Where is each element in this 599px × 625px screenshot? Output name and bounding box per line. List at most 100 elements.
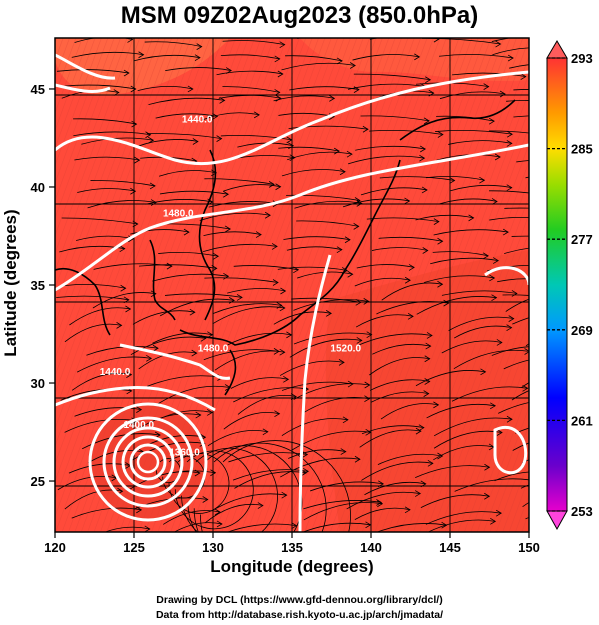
streamline — [369, 379, 430, 391]
streamline-arrow — [425, 76, 432, 84]
streamline — [138, 351, 197, 370]
streamline-arrow — [437, 452, 444, 460]
streamline-arrow — [336, 246, 343, 254]
streamline-arrow — [283, 375, 290, 383]
contour-label: 1400.0 — [123, 420, 154, 431]
streamline-arrow — [415, 427, 422, 435]
streamline — [216, 70, 283, 76]
streamline-arrow — [219, 97, 226, 104]
streamline — [285, 55, 343, 62]
streamline-arrow — [586, 116, 591, 122]
streamline-arrow — [130, 187, 137, 195]
streamline — [353, 73, 431, 81]
streamline — [144, 41, 202, 47]
streamline — [516, 160, 529, 163]
streamline — [203, 243, 278, 253]
streamline — [227, 288, 286, 294]
streamline-arrow — [502, 228, 509, 236]
credit-data: Data from http://database.rish.kyoto-u.a… — [155, 609, 444, 621]
streamline — [369, 357, 430, 376]
streamline — [60, 388, 132, 401]
streamline-arrow — [508, 315, 515, 322]
streamline-arrow — [506, 324, 513, 332]
streamline — [370, 391, 429, 403]
streamline-arrow — [123, 69, 130, 77]
streamline — [293, 299, 369, 311]
streamline — [352, 54, 420, 61]
streamline-arrow — [144, 525, 151, 532]
streamline-arrow — [216, 135, 223, 142]
streamline — [63, 84, 136, 90]
streamline — [286, 194, 361, 201]
streamline-arrow — [150, 199, 157, 206]
streamline — [520, 484, 529, 489]
y-tick-label: 45 — [31, 82, 45, 97]
streamline-arrow — [414, 53, 421, 61]
streamline-arrow — [364, 381, 371, 389]
colorbar: 293 285 277 269 261 253 — [546, 40, 593, 531]
streamline — [146, 133, 222, 139]
streamline — [491, 346, 529, 356]
streamline — [64, 489, 123, 510]
streamline — [212, 306, 285, 325]
streamline-arrow — [119, 245, 126, 253]
streamline — [68, 463, 131, 474]
streamline — [279, 360, 345, 376]
streamline — [230, 377, 289, 389]
contour-label: 1360.0 — [169, 448, 200, 459]
streamline-arrow — [255, 231, 262, 238]
streamline — [86, 345, 159, 356]
streamline-arrow — [419, 154, 426, 162]
typhoon-contours — [88, 402, 208, 522]
streamline-arrow — [274, 410, 281, 418]
streamline — [220, 135, 292, 141]
streamline — [448, 140, 512, 145]
streamline-arrow — [506, 140, 513, 147]
x-tick-label: 140 — [360, 540, 382, 555]
streamline-arrow — [365, 521, 372, 529]
streamline-arrow — [427, 459, 434, 467]
streamline-arrow — [491, 294, 498, 302]
streamline-arrow — [274, 55, 281, 63]
streamline — [127, 471, 200, 492]
streamline — [291, 430, 371, 451]
streamline — [342, 198, 410, 208]
streamline-arrow — [130, 85, 137, 93]
streamlines — [56, 38, 591, 532]
streamline-arrow — [496, 339, 503, 346]
streamline — [441, 290, 517, 296]
streamline-arrow — [136, 506, 143, 514]
streamline — [73, 131, 151, 137]
streamline — [291, 297, 361, 303]
streamline-arrow — [424, 378, 431, 385]
streamline-arrow — [404, 506, 411, 514]
streamline-arrow — [437, 131, 444, 138]
streamline-arrow — [495, 509, 502, 517]
streamline — [448, 316, 514, 331]
streamline — [163, 510, 221, 525]
streamline — [227, 332, 292, 346]
streamline — [302, 396, 370, 414]
streamline — [164, 293, 243, 298]
streamline-arrow — [257, 502, 264, 509]
streamline-arrow — [189, 308, 196, 316]
streamline — [218, 94, 281, 99]
streamline — [204, 178, 275, 185]
streamline — [511, 235, 529, 237]
streamline — [288, 449, 346, 459]
streamline — [273, 95, 335, 102]
streamline — [64, 284, 126, 289]
streamline-arrow — [433, 401, 440, 409]
streamline — [346, 491, 421, 510]
streamline — [157, 385, 231, 405]
streamline — [439, 198, 498, 205]
streamline-arrow — [192, 138, 199, 145]
streamline-arrow — [223, 190, 230, 198]
streamline-arrow — [132, 220, 139, 228]
streamline-arrow — [291, 522, 298, 530]
streamline — [489, 130, 529, 134]
streamline — [361, 461, 433, 481]
streamline — [287, 151, 353, 161]
x-tick-label: 150 — [518, 540, 540, 555]
map-title: MSM 09Z02Aug2023 (850.0hPa) — [120, 2, 479, 29]
